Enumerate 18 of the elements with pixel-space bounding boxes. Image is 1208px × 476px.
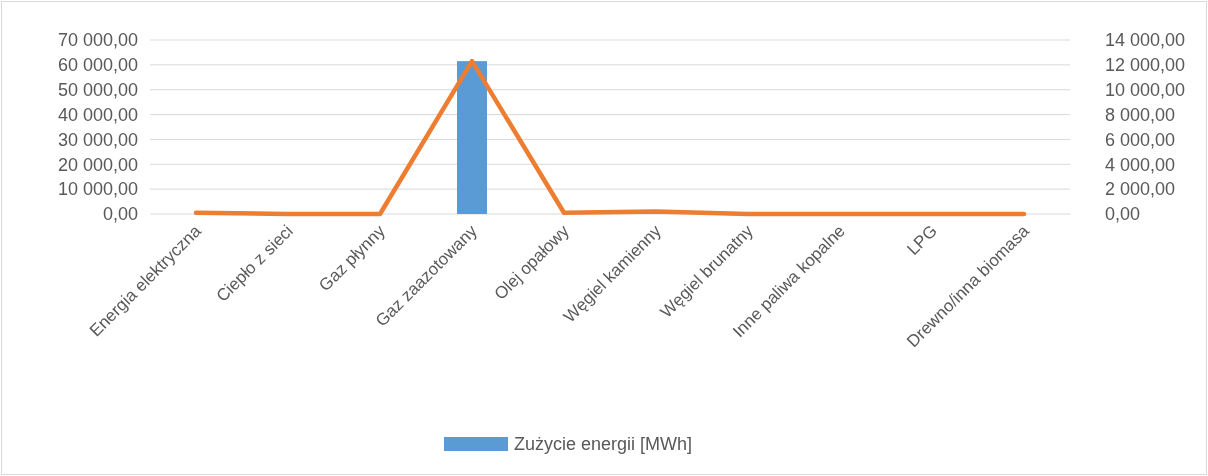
y2-tick-label: 6 000,00 xyxy=(1105,129,1176,150)
y2-tick-label: 2 000,00 xyxy=(1105,179,1176,200)
y2-tick-label: 10 000,00 xyxy=(1105,80,1186,101)
y2-tick-label: 0,00 xyxy=(1105,204,1141,225)
y2-tick-label: 12 000,00 xyxy=(1105,55,1186,76)
y-tick-label: 10 000,00 xyxy=(57,179,138,200)
y-tick-label: 30 000,00 xyxy=(57,129,138,150)
y-tick-label: 70 000,00 xyxy=(57,30,138,51)
legend-label: Zużycie energii [MWh] xyxy=(514,434,693,455)
y-tick-label: 20 000,00 xyxy=(57,154,138,175)
y-tick-label: 40 000,00 xyxy=(57,104,138,125)
y2-tick-label: 8 000,00 xyxy=(1105,104,1176,125)
y2-tick-label: 4 000,00 xyxy=(1105,154,1176,175)
y2-tick-label: 14 000,00 xyxy=(1105,30,1186,51)
y-tick-label: 50 000,00 xyxy=(57,80,138,101)
line-series xyxy=(193,58,1027,217)
y-tick-label: 0,00 xyxy=(102,204,138,225)
y-tick-label: 60 000,00 xyxy=(57,55,138,76)
